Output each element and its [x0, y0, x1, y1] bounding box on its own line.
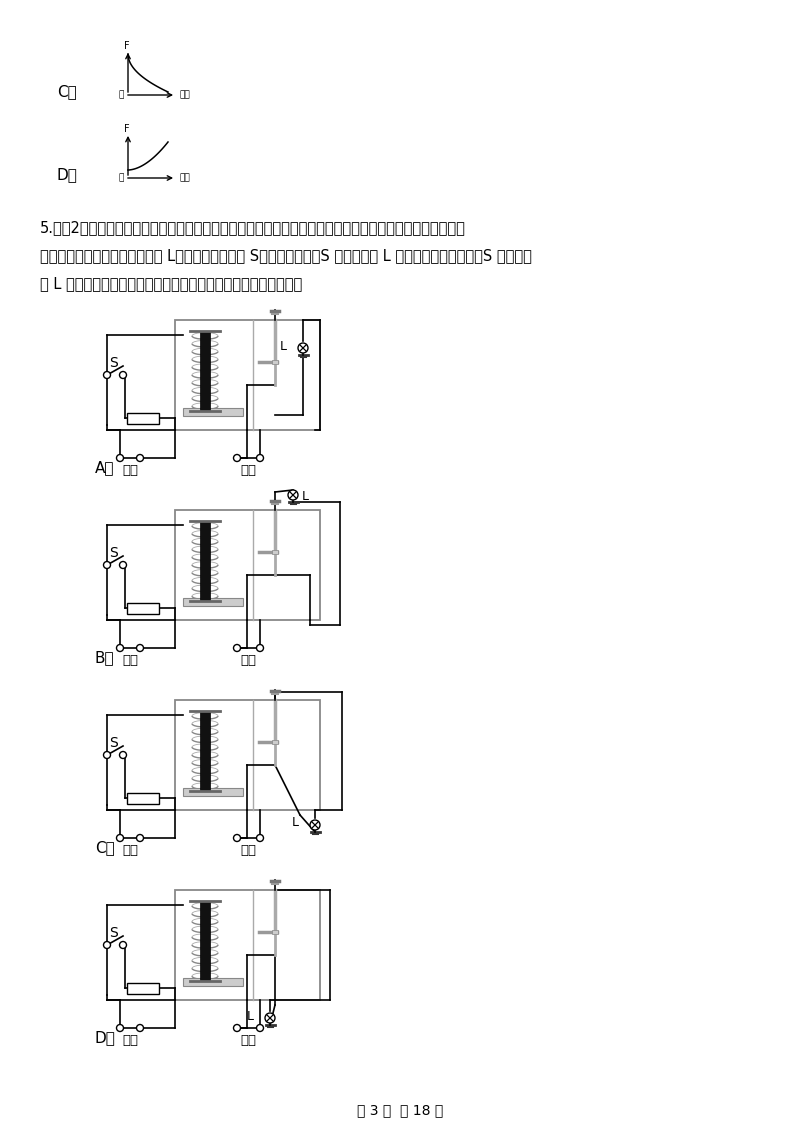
- Text: 电源: 电源: [122, 464, 138, 478]
- Bar: [272, 360, 278, 365]
- Text: 电源: 电源: [122, 1035, 138, 1047]
- Bar: [127, 983, 159, 994]
- Circle shape: [117, 644, 123, 652]
- Bar: [127, 792, 159, 804]
- Text: L: L: [280, 341, 287, 353]
- Text: L: L: [292, 816, 299, 830]
- Bar: [201, 522, 210, 600]
- Circle shape: [265, 1013, 275, 1023]
- Text: 电源: 电源: [122, 654, 138, 668]
- Circle shape: [234, 1024, 241, 1031]
- Circle shape: [137, 1024, 143, 1031]
- Text: 电源: 电源: [241, 844, 257, 858]
- Text: 电源: 电源: [241, 1035, 257, 1047]
- Bar: [175, 700, 320, 811]
- Text: F: F: [124, 41, 130, 51]
- Bar: [183, 978, 243, 986]
- Text: 第 3 页  共 18 页: 第 3 页 共 18 页: [357, 1103, 443, 1117]
- Text: C．: C．: [57, 85, 77, 100]
- Text: 灯 L 即亮起，以警示行人。如图所示中电路符合要求的是（　　）: 灯 L 即亮起，以警示行人。如图所示中电路符合要求的是（ ）: [40, 276, 302, 292]
- Bar: [175, 511, 320, 620]
- Text: 电源: 电源: [241, 654, 257, 668]
- Circle shape: [234, 834, 241, 841]
- Text: L: L: [302, 490, 309, 504]
- Bar: [272, 740, 278, 744]
- Circle shape: [257, 455, 263, 462]
- Text: S: S: [109, 546, 118, 560]
- Text: 甲: 甲: [118, 91, 124, 100]
- Bar: [127, 412, 159, 423]
- Circle shape: [137, 455, 143, 462]
- Bar: [201, 902, 210, 980]
- Circle shape: [103, 942, 110, 949]
- Text: 甲: 甲: [118, 173, 124, 182]
- Circle shape: [119, 942, 126, 949]
- Bar: [183, 408, 243, 415]
- Text: D．: D．: [95, 1030, 116, 1046]
- Text: 电源: 电源: [122, 844, 138, 858]
- Circle shape: [257, 834, 263, 841]
- Text: 5.　（2分）城市下水道井盖丢失导致行人坠入下水道的悲剧时有发生，令人痛心。为此，某同学设计了一种: 5. （2分）城市下水道井盖丢失导致行人坠入下水道的悲剧时有发生，令人痛心。为此…: [40, 221, 466, 235]
- Bar: [183, 788, 243, 796]
- Bar: [183, 598, 243, 606]
- Bar: [272, 931, 278, 934]
- Circle shape: [234, 455, 241, 462]
- Text: S: S: [109, 736, 118, 751]
- Circle shape: [310, 820, 320, 830]
- Text: 位置: 位置: [180, 173, 190, 182]
- Circle shape: [119, 752, 126, 758]
- Text: S: S: [109, 355, 118, 370]
- Text: C．: C．: [95, 840, 114, 856]
- Circle shape: [103, 371, 110, 378]
- Circle shape: [257, 1024, 263, 1031]
- Text: 警示电路：在井口安装一环形灯 L，井盖相当于开关 S；正常情况下（S 闭合），灯 L 不亮；一旦井盖丢失（S 断开），: 警示电路：在井口安装一环形灯 L，井盖相当于开关 S；正常情况下（S 闭合），灯…: [40, 249, 532, 264]
- Circle shape: [298, 343, 308, 353]
- Circle shape: [117, 834, 123, 841]
- Circle shape: [117, 1024, 123, 1031]
- Circle shape: [257, 644, 263, 652]
- Bar: [175, 320, 320, 430]
- Text: L: L: [247, 1010, 254, 1022]
- Circle shape: [117, 455, 123, 462]
- Circle shape: [137, 644, 143, 652]
- Bar: [175, 890, 320, 1000]
- Text: F: F: [124, 125, 130, 134]
- Bar: [201, 332, 210, 410]
- Text: 电源: 电源: [241, 464, 257, 478]
- Circle shape: [103, 752, 110, 758]
- Bar: [201, 712, 210, 790]
- Text: S: S: [109, 926, 118, 940]
- Circle shape: [119, 371, 126, 378]
- Bar: [272, 550, 278, 554]
- Circle shape: [288, 490, 298, 500]
- Circle shape: [103, 561, 110, 568]
- Text: B．: B．: [95, 651, 114, 666]
- Bar: [127, 602, 159, 614]
- Circle shape: [234, 644, 241, 652]
- Text: 位置: 位置: [180, 91, 190, 100]
- Text: A．: A．: [95, 461, 114, 475]
- Circle shape: [137, 834, 143, 841]
- Text: D．: D．: [57, 168, 78, 182]
- Circle shape: [119, 561, 126, 568]
